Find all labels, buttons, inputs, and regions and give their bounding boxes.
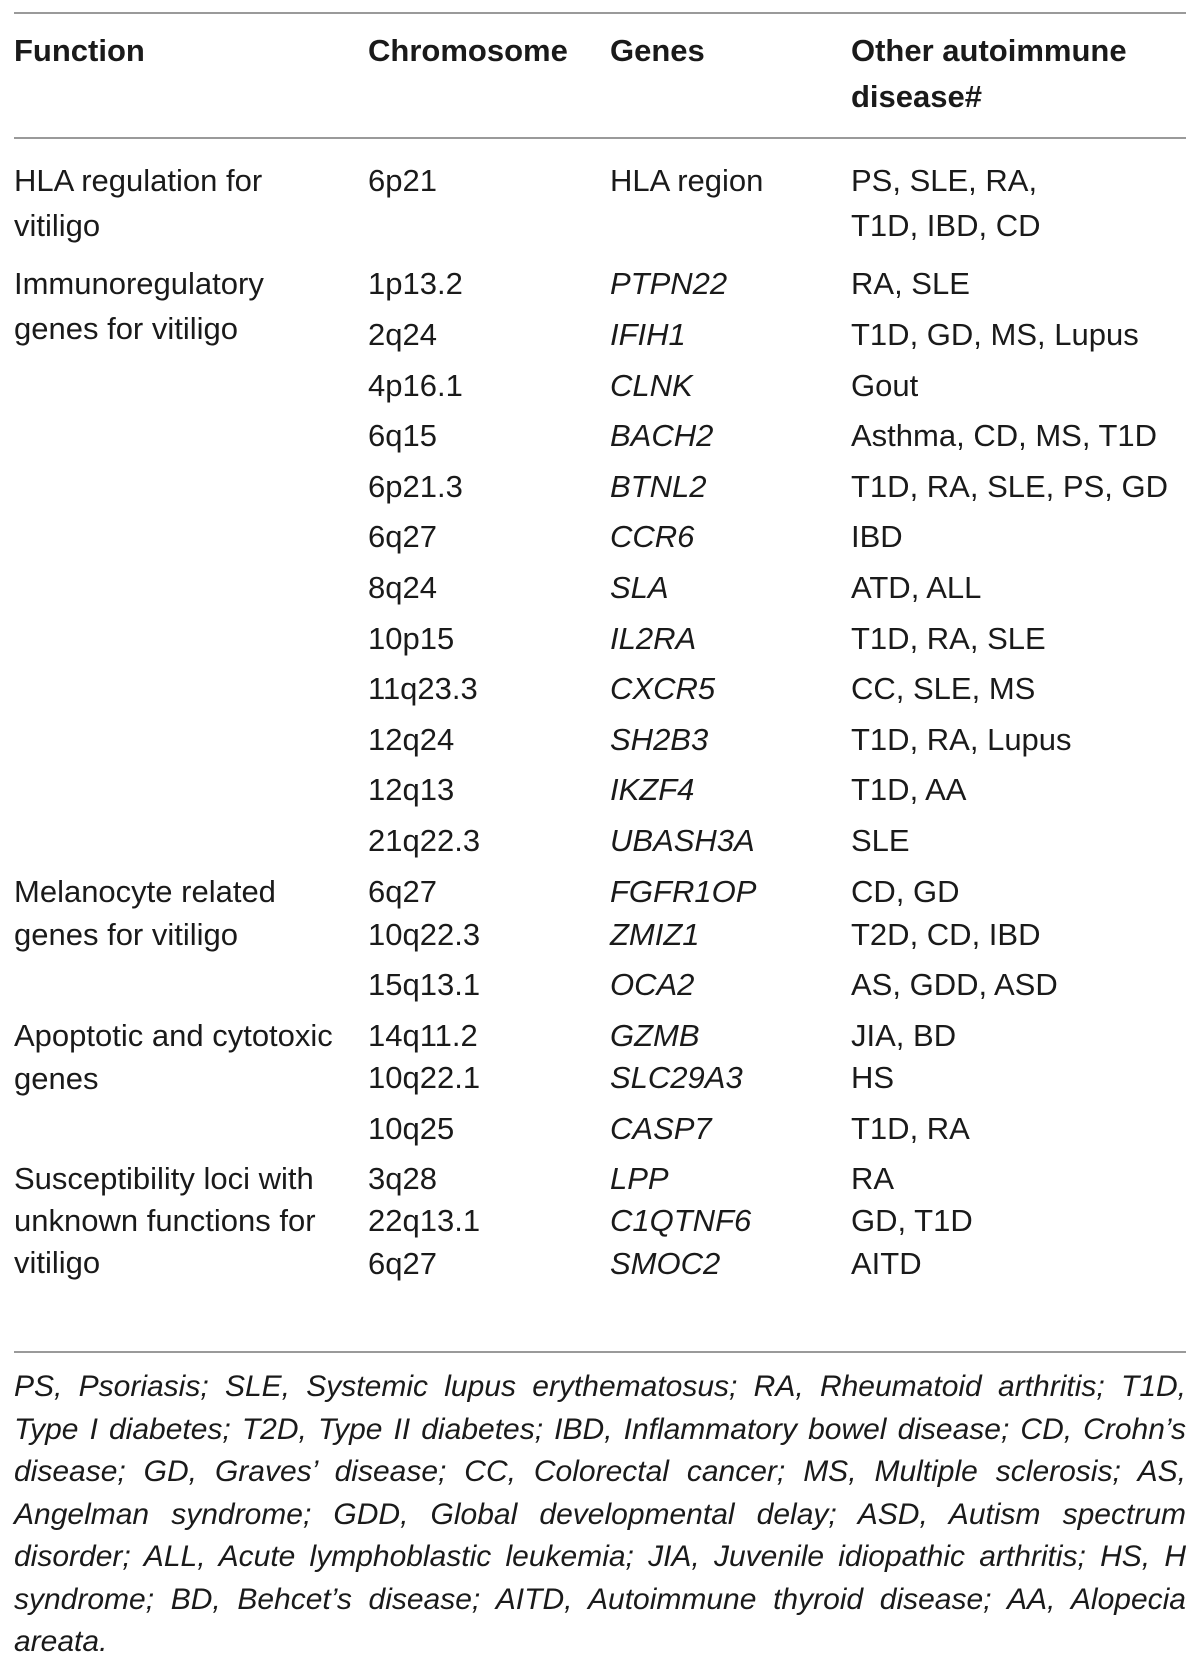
disease-cell: GD, T1D: [851, 1203, 973, 1238]
function-label: HLA regulation for: [14, 163, 263, 198]
gene-cell: IKZF4: [610, 772, 695, 807]
chromosome-cell: 10q25: [368, 1111, 455, 1146]
gene-cell: UBASH3A: [610, 823, 755, 858]
function-label: genes for vitiligo: [14, 917, 239, 952]
function-label: Melanocyte related: [14, 874, 276, 909]
disease-cell: T1D, RA: [851, 1111, 970, 1146]
disease-cell: T1D, GD, MS, Lupus: [851, 317, 1139, 352]
gene-cell: HLA region: [610, 163, 764, 198]
function-label: genes: [14, 1061, 99, 1096]
gene-cell: BTNL2: [610, 469, 707, 504]
chromosome-cell: 12q13: [368, 772, 455, 807]
chromosome-cell: 3q28: [368, 1161, 437, 1196]
chromosome-cell: 1p13.2: [368, 266, 463, 301]
chromosome-cell: 6q15: [368, 418, 437, 453]
gene-cell: CASP7: [610, 1111, 712, 1146]
chromosome-cell: 10q22.1: [368, 1060, 481, 1095]
function-label: vitiligo: [14, 208, 101, 243]
disease-cell: IBD: [851, 519, 903, 554]
disease-cell: RA: [851, 1161, 895, 1196]
disease-cell: ATD, ALL: [851, 570, 982, 605]
header-rule: [14, 137, 1186, 139]
gene-cell: LPP: [610, 1161, 669, 1196]
gene-cell: IL2RA: [610, 621, 697, 656]
gene-cell: SMOC2: [610, 1246, 721, 1281]
chromosome-cell: 10p15: [368, 621, 455, 656]
disease-cell: CC, SLE, MS: [851, 671, 1036, 706]
table-bottom-rule: [14, 1351, 1186, 1353]
gene-cell: ZMIZ1: [610, 917, 700, 952]
gene-cell: CLNK: [610, 368, 693, 403]
header-other-disease-line1: Other autoimmune: [851, 33, 1127, 68]
gene-cell: PTPN22: [610, 266, 728, 301]
chromosome-cell: 6q27: [368, 1246, 437, 1281]
chromosome-cell: 4p16.1: [368, 368, 463, 403]
chromosome-cell: 6p21: [368, 163, 437, 198]
gene-cell: BACH2: [610, 418, 714, 453]
disease-cell: T2D, CD, IBD: [851, 917, 1041, 952]
disease-cell: AITD: [851, 1246, 922, 1281]
header-genes: Genes: [610, 33, 705, 68]
chromosome-cell: 8q24: [368, 570, 437, 605]
header-function: Function: [14, 33, 145, 68]
disease-cell: Asthma, CD, MS, T1D: [851, 418, 1158, 453]
function-label: vitiligo: [14, 1245, 101, 1280]
chromosome-cell: 11q23.3: [368, 671, 478, 706]
gene-cell: C1QTNF6: [610, 1203, 752, 1238]
disease-cell: HS: [851, 1060, 895, 1095]
disease-cell: PS, SLE, RA,: [851, 163, 1038, 198]
disease-cell: RA, SLE: [851, 266, 970, 301]
gene-cell: OCA2: [610, 967, 695, 1002]
chromosome-cell: 6q27: [368, 519, 437, 554]
function-label: unknown functions for: [14, 1203, 316, 1238]
disease-cell: T1D, RA, SLE: [851, 621, 1046, 656]
disease-cell: SLE: [851, 823, 910, 858]
chromosome-cell: 2q24: [368, 317, 437, 352]
disease-cell: T1D, RA, Lupus: [851, 722, 1072, 757]
function-label: Apoptotic and cytotoxic: [14, 1018, 333, 1053]
chromosome-cell: 10q22.3: [368, 917, 481, 952]
disease-cell: JIA, BD: [851, 1018, 957, 1053]
gene-cell: CXCR5: [610, 671, 716, 706]
chromosome-cell: 21q22.3: [368, 823, 481, 858]
disease-cell: CD, GD: [851, 874, 960, 909]
function-label: Immunoregulatory: [14, 266, 264, 301]
gene-cell: CCR6: [610, 519, 695, 554]
table-top-rule: [14, 12, 1186, 14]
chromosome-cell: 6q27: [368, 874, 437, 909]
gene-cell: SLA: [610, 570, 669, 605]
header-chromosome: Chromosome: [368, 33, 568, 68]
chromosome-cell: 6p21.3: [368, 469, 463, 504]
table-footnote: PS, Psoriasis; SLE, Systemic lupus eryth…: [14, 1370, 1186, 1658]
disease-cell: T1D, IBD, CD: [851, 208, 1041, 243]
chromosome-cell: 12q24: [368, 722, 455, 757]
gene-cell: SH2B3: [610, 722, 709, 757]
gene-cell: FGFR1OP: [610, 874, 757, 909]
chromosome-cell: 15q13.1: [368, 967, 481, 1002]
gene-cell: GZMB: [610, 1018, 700, 1053]
function-label: genes for vitiligo: [14, 311, 239, 346]
gene-cell: IFIH1: [610, 317, 686, 352]
chromosome-cell: 22q13.1: [368, 1203, 481, 1238]
disease-cell: T1D, AA: [851, 772, 967, 807]
disease-cell: Gout: [851, 368, 919, 403]
disease-cell: AS, GDD, ASD: [851, 967, 1058, 1002]
disease-cell: T1D, RA, SLE, PS, GD: [851, 469, 1168, 504]
header-other-disease-line2: disease#: [851, 79, 982, 114]
function-label: Susceptibility loci with: [14, 1161, 314, 1196]
chromosome-cell: 14q11.2: [368, 1018, 478, 1053]
gene-cell: SLC29A3: [610, 1060, 743, 1095]
